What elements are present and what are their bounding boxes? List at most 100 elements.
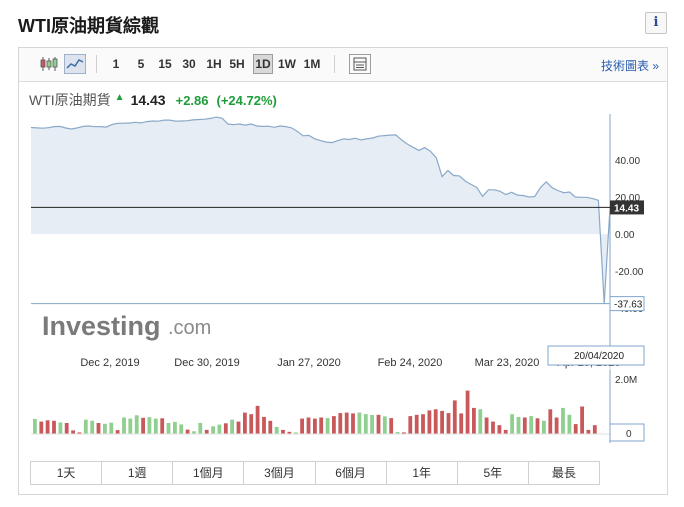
volume-bar: [90, 420, 95, 434]
price-area: [31, 117, 610, 304]
range-button[interactable]: 1天: [31, 462, 103, 484]
low-value-label: -37.63: [614, 300, 643, 311]
volume-bar: [402, 432, 406, 434]
volume-bar: [281, 429, 285, 434]
volume-bar: [249, 414, 254, 434]
volume-bar: [440, 410, 444, 434]
volume-bar: [313, 418, 317, 434]
volume-bar: [179, 424, 184, 434]
volume-bar: [414, 414, 419, 435]
volume-bar: [217, 424, 222, 434]
volume-bar: [465, 390, 470, 434]
timeframe-30[interactable]: 30: [182, 57, 196, 71]
candlestick-icon[interactable]: [38, 54, 60, 74]
range-button[interactable]: 1個月: [173, 462, 245, 484]
volume-bar: [325, 418, 330, 434]
volume-bar: [243, 412, 247, 434]
volume-bar: [64, 423, 69, 434]
timeframe-1d[interactable]: 1D: [253, 54, 273, 74]
volume-tick-label: 2.0M: [615, 375, 637, 386]
timeframe-1h[interactable]: 1H: [206, 57, 222, 71]
range-button[interactable]: 1週: [102, 462, 174, 484]
timeframe-1[interactable]: 1: [112, 57, 120, 71]
range-selector: 1天 1週 1個月 3個月 6個月 1年 5年 最長: [30, 461, 600, 485]
volume-bar: [198, 423, 203, 434]
volume-bar: [459, 413, 464, 434]
advanced-chart-link[interactable]: 技術圖表 »: [600, 59, 659, 73]
volume-bar: [389, 418, 394, 434]
volume-bar: [554, 417, 559, 434]
volume-bar: [567, 414, 572, 435]
volume-bar: [382, 416, 387, 434]
watermark-suffix: .com: [168, 317, 211, 339]
volume-bar: [153, 418, 158, 434]
volume-bar: [306, 417, 311, 434]
last-price-box: [610, 200, 644, 215]
volume-bar: [128, 418, 133, 434]
volume-bar: [522, 417, 527, 434]
volume-bar: [542, 420, 546, 434]
volume-bar: [592, 425, 597, 434]
range-button[interactable]: 3個月: [244, 462, 316, 484]
volume-bar: [141, 417, 145, 434]
volume-bar: [363, 414, 368, 434]
timeframe-15[interactable]: 15: [158, 57, 172, 71]
page-title: WTI原油期貨綜觀: [18, 16, 159, 36]
volume-bar: [211, 426, 215, 434]
volume-bar: [580, 406, 584, 434]
toolbar-divider: [96, 55, 97, 73]
table-icon[interactable]: [349, 54, 371, 74]
price-change-percent: (+24.72%): [216, 93, 277, 108]
watermark-brand: Investing: [42, 311, 161, 341]
x-tick-label: Feb 24, 2020: [378, 357, 443, 369]
volume-bar: [548, 409, 553, 435]
volume-bar: [134, 415, 139, 434]
price-chart[interactable]: Investing.com40.0020.000.00-20.00-40.00-…: [19, 48, 667, 494]
range-button[interactable]: 1年: [387, 462, 458, 484]
volume-bar: [83, 419, 88, 434]
volume-tick-label: 0: [626, 429, 632, 440]
chart-widget: 1 5 15 30 1H 5H 1D 1W 1M 技術圖表 » WTI原油期貨 ▲ 14.43 +2.…: [18, 47, 668, 495]
volume-bar: [45, 420, 50, 435]
volume-bar: [58, 422, 63, 434]
volume-bar: [535, 418, 540, 434]
timeframe-5h[interactable]: 5H: [229, 57, 245, 71]
x-tick-label: Dec 30, 2019: [174, 357, 239, 369]
crosshair-date-box: [547, 345, 645, 366]
volume-bar: [71, 430, 75, 434]
area-chart-icon[interactable]: [64, 54, 86, 74]
range-button[interactable]: 最長: [551, 466, 576, 480]
quote-line: WTI原油期貨 ▲ 14.43 +2.86 (+24.72%): [29, 90, 277, 110]
volume-bar: [274, 426, 279, 434]
volume-bar: [370, 415, 374, 434]
volume-bar: [484, 417, 489, 434]
timeframe-5[interactable]: 5: [137, 57, 145, 71]
volume-bar: [166, 423, 171, 434]
volume-bar: [446, 413, 451, 434]
range-button[interactable]: 5年: [458, 462, 529, 484]
volume-bar: [160, 418, 165, 434]
volume-bar: [516, 416, 521, 434]
x-tick-label: Mar 23, 2020: [475, 357, 540, 369]
volume-bar: [586, 429, 591, 434]
price-line: [30, 116, 611, 304]
timeframe-1m[interactable]: 1M: [303, 57, 321, 71]
volume-bar: [497, 425, 502, 434]
volume-bar: [147, 417, 152, 434]
last-price: 14.43: [130, 92, 166, 108]
volume-bar: [192, 431, 196, 435]
volume-bar: [573, 424, 578, 434]
volume-bar: [319, 417, 324, 434]
volume-bar: [332, 416, 336, 434]
range-button[interactable]: 6個月: [316, 462, 387, 484]
volume-bar: [427, 410, 432, 434]
volume-bar: [173, 421, 177, 434]
timeframe-1w[interactable]: 1W: [278, 57, 296, 71]
crosshair-date-label: 20/04/2020: [574, 351, 624, 362]
volume-bar: [408, 416, 413, 434]
price-change: +2.86: [175, 93, 209, 108]
volume-bar: [109, 422, 114, 434]
chart-toolbar: 1 5 15 30 1H 5H 1D 1W 1M 技術圖表 »: [19, 48, 667, 82]
volume-bar: [122, 417, 126, 434]
info-icon[interactable]: i: [645, 12, 667, 34]
